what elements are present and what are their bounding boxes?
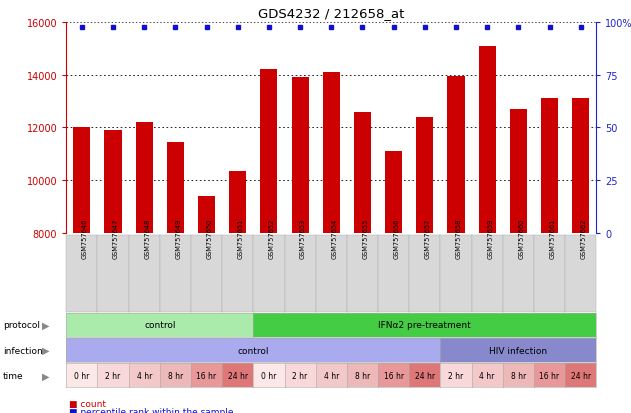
Text: GSM757654: GSM757654	[331, 218, 338, 259]
Text: 0 hr: 0 hr	[74, 371, 90, 380]
Text: GSM757657: GSM757657	[425, 218, 431, 259]
Text: 0 hr: 0 hr	[261, 371, 276, 380]
Bar	[385, 152, 402, 413]
Text: ▶: ▶	[42, 345, 49, 355]
Text: infection: infection	[3, 346, 43, 355]
Bar	[447, 77, 464, 413]
Title: GDS4232 / 212658_at: GDS4232 / 212658_at	[258, 7, 404, 20]
Text: HIV infection: HIV infection	[489, 346, 548, 355]
Text: GSM757651: GSM757651	[238, 218, 244, 259]
Text: 2 hr: 2 hr	[293, 371, 308, 380]
Text: 4 hr: 4 hr	[480, 371, 495, 380]
Bar	[478, 46, 496, 413]
Text: ■ percentile rank within the sample: ■ percentile rank within the sample	[69, 407, 234, 413]
Bar	[292, 78, 309, 413]
Text: GSM757652: GSM757652	[269, 218, 275, 259]
Text: 24 hr: 24 hr	[570, 371, 591, 380]
Text: GSM757648: GSM757648	[144, 218, 150, 259]
Text: 16 hr: 16 hr	[540, 371, 560, 380]
Text: 24 hr: 24 hr	[228, 371, 248, 380]
Bar	[354, 112, 371, 413]
Text: 8 hr: 8 hr	[510, 371, 526, 380]
Bar	[322, 73, 340, 413]
Bar	[510, 109, 527, 413]
Bar	[572, 99, 589, 413]
Bar	[541, 99, 558, 413]
Text: GSM757647: GSM757647	[113, 218, 119, 259]
Text: 4 hr: 4 hr	[136, 371, 152, 380]
Bar	[136, 123, 153, 413]
Text: protocol: protocol	[3, 320, 40, 330]
Text: GSM757662: GSM757662	[581, 218, 587, 259]
Text: control: control	[238, 346, 269, 355]
Text: IFNα2 pre-treatment: IFNα2 pre-treatment	[379, 320, 471, 330]
Text: control: control	[144, 320, 175, 330]
Text: GSM757646: GSM757646	[82, 218, 88, 259]
Bar	[416, 117, 433, 413]
Text: 8 hr: 8 hr	[168, 371, 183, 380]
Text: GSM757659: GSM757659	[487, 218, 493, 259]
Bar	[73, 128, 90, 413]
Bar	[229, 171, 246, 413]
Text: GSM757655: GSM757655	[362, 218, 369, 259]
Text: ▶: ▶	[42, 320, 49, 330]
Text: time: time	[3, 371, 24, 380]
Text: GSM757650: GSM757650	[206, 218, 213, 259]
Text: 16 hr: 16 hr	[384, 371, 404, 380]
Text: 8 hr: 8 hr	[355, 371, 370, 380]
Bar	[198, 197, 215, 413]
Text: GSM757653: GSM757653	[300, 218, 306, 259]
Text: 2 hr: 2 hr	[449, 371, 464, 380]
Text: GSM757649: GSM757649	[175, 218, 181, 259]
Text: GSM757660: GSM757660	[518, 218, 524, 259]
Text: 16 hr: 16 hr	[196, 371, 216, 380]
Bar	[167, 142, 184, 413]
Text: 24 hr: 24 hr	[415, 371, 435, 380]
Bar	[105, 131, 122, 413]
Text: GSM757658: GSM757658	[456, 218, 462, 259]
Text: 4 hr: 4 hr	[324, 371, 339, 380]
Bar	[261, 70, 278, 413]
Text: ▶: ▶	[42, 370, 49, 380]
Text: 2 hr: 2 hr	[105, 371, 121, 380]
Text: ■ count: ■ count	[69, 399, 107, 408]
Text: GSM757656: GSM757656	[394, 218, 399, 259]
Text: GSM757661: GSM757661	[550, 218, 555, 259]
